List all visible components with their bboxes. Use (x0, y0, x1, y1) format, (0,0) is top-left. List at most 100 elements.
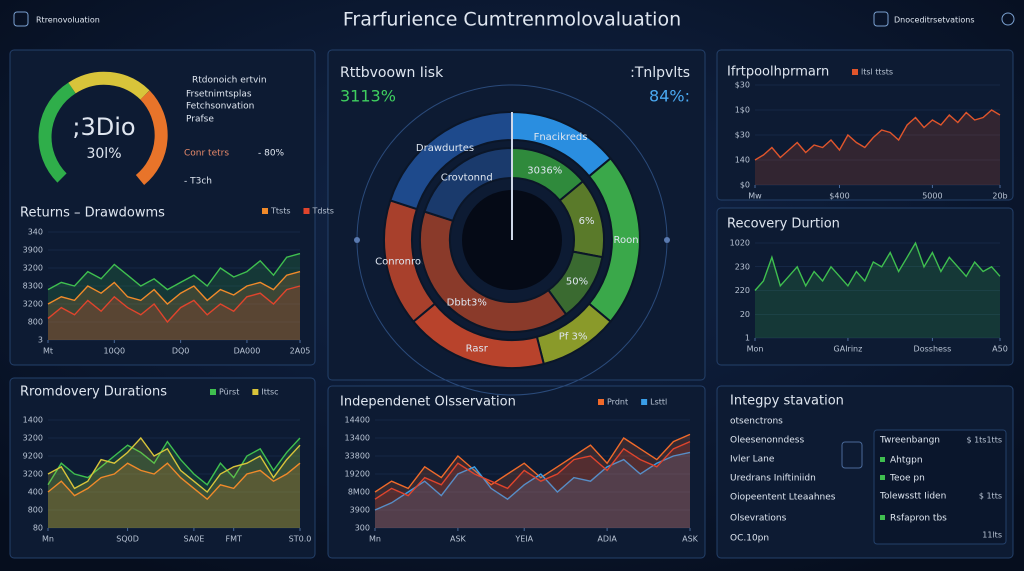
item: Oiopeentent Lteaahnes (730, 493, 836, 503)
legend-label: Tdsts (312, 207, 334, 216)
area (755, 110, 1000, 185)
legend-label: Lsttl (650, 398, 667, 407)
legend-swatch (641, 399, 648, 405)
legend-swatch (598, 399, 604, 405)
gauge-arc (38, 82, 76, 183)
y-tick-label: 3900 (23, 246, 43, 255)
gauge-sub: 30l% (86, 146, 121, 162)
x-tick-label: Dosshess (914, 345, 952, 354)
note: Prafse (186, 115, 214, 125)
note: Fetchsonvation (186, 102, 254, 112)
legend-swatch (262, 208, 268, 214)
gauge-arc (135, 90, 168, 186)
x-tick-label: SA0E (183, 535, 204, 544)
chart-title: Returns – Drawdowms (20, 206, 165, 221)
y-tick-label: 13400 (345, 434, 370, 443)
chart-title: Ifrtpoolhprmarn (727, 65, 829, 80)
info-box (873, 429, 1007, 545)
x-tick-label: Mw (748, 192, 762, 201)
segment-label: Crovtonnd (441, 173, 493, 184)
area (375, 441, 690, 528)
bullet (880, 475, 885, 480)
x-tick-label: 10Q0 (104, 347, 126, 356)
y-tick-label: 1$0 (735, 106, 750, 115)
donut-title: Rttbvoown Iisk (340, 65, 444, 81)
box-row-value: 11lts (982, 531, 1002, 540)
y-tick-label: 3200 (23, 300, 43, 309)
legend-label: Pürst (219, 388, 239, 397)
donut-value: 3113% (340, 87, 396, 106)
donut-title: :Tnlpvlts (630, 65, 690, 81)
line (754, 241, 1001, 291)
y-tick-label: 300 (355, 524, 370, 533)
y-tick-label: 800 (28, 318, 43, 327)
icon (841, 441, 863, 469)
x-tick-label: YEIA (514, 535, 533, 544)
y-tick-label: 800 (28, 506, 43, 515)
bullet (880, 515, 885, 520)
y-tick-label: 3200 (23, 264, 43, 273)
legend-swatch (252, 389, 259, 395)
y-tick-label: 140 (735, 156, 750, 165)
segment-label: Conronrot (375, 256, 425, 267)
legend-label: ltsl ttsts (861, 68, 893, 77)
x-tick-label: 2A05 (290, 347, 311, 356)
y-tick-label: $0 (740, 181, 750, 190)
legend-label: Ittsc (261, 388, 278, 397)
header-left: Rtrenovoluation (36, 16, 100, 25)
y-tick-label: 400 (28, 488, 43, 497)
x-tick-label: FMT (225, 535, 242, 544)
segment-label: 50% (566, 276, 588, 287)
y-tick-label: 1400 (23, 416, 43, 425)
item: Uredrans Iniftiniidn (730, 474, 816, 484)
y-tick-label: 1020 (730, 239, 750, 248)
note: Rtdonoich ertvin (192, 76, 267, 86)
y-tick-label: 3900 (350, 506, 370, 515)
line (47, 437, 301, 486)
area (48, 438, 300, 528)
x-tick-label: SQ0D (116, 535, 139, 544)
y-tick-label: 19200 (345, 470, 370, 479)
area (48, 271, 300, 340)
x-tick-label: DA000 (234, 347, 261, 356)
panel (327, 385, 706, 559)
line (754, 109, 1001, 161)
box-row: Teoe pn (889, 474, 925, 484)
segment-label: Dbbt3% (447, 297, 487, 308)
y-tick-label: $30 (735, 131, 750, 140)
y-tick-label: 220 (735, 286, 750, 295)
x-tick-label: Mn (42, 535, 54, 544)
x-tick-label: ASK (450, 535, 467, 544)
chart-title: Rromdovery Durations (20, 385, 167, 400)
note: Frsetnimtsplas (186, 90, 252, 100)
stat: Conr tetrs (184, 149, 229, 159)
x-tick-label: ST0.0 (289, 535, 312, 544)
segment-label: Fnacikreds (534, 132, 588, 143)
gauge-arc (68, 71, 150, 100)
settings-icon[interactable] (1001, 12, 1015, 26)
y-tick-label: 340 (28, 228, 43, 237)
dot (354, 237, 360, 243)
line (374, 451, 691, 511)
y-tick-label: 1 (745, 334, 750, 343)
chart-title: Recovery Durtion (727, 217, 840, 232)
legend-label: Ttsts (270, 207, 291, 216)
legend-label: Prdnt (607, 398, 628, 407)
line (47, 270, 301, 305)
line (47, 436, 301, 494)
donut-segment (419, 210, 568, 333)
page-title: Frarfurience Cumtrenmolovaluation (343, 9, 681, 31)
y-tick-label: 3200 (23, 470, 43, 479)
x-tick-label: ASK (682, 535, 699, 544)
y-tick-label: 14400 (345, 416, 370, 425)
box-row-value: $ 1tts (979, 492, 1002, 501)
box-row: Rsfapron tbs (890, 514, 947, 524)
x-tick-label: GAIrinz (834, 345, 863, 354)
x-tick-label: 5000 (922, 192, 942, 201)
line (47, 252, 301, 291)
box-value: $ 1ts1tts (966, 436, 1002, 445)
segment-label: Pf 3% (559, 331, 588, 342)
subtitle: otsenctrons (730, 417, 783, 427)
area (375, 452, 690, 528)
line (374, 440, 691, 500)
